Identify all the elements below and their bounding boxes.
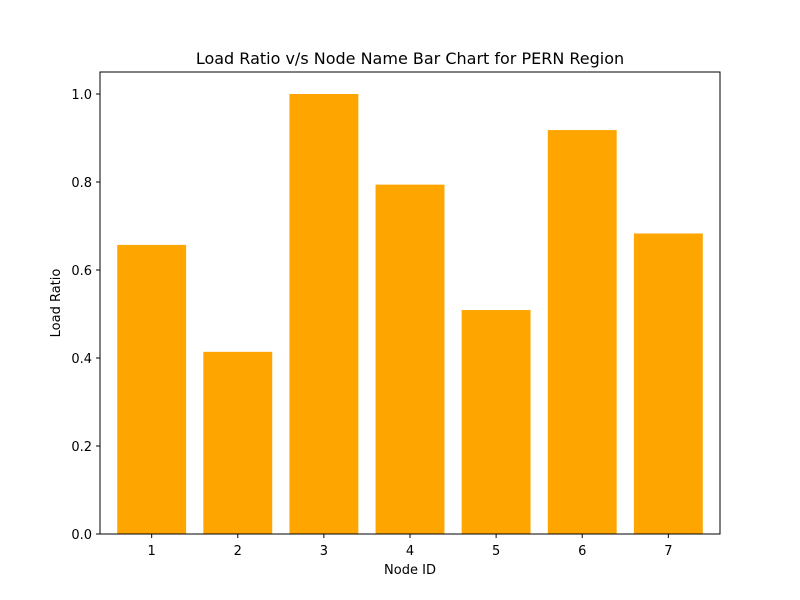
bar-node-7 xyxy=(633,233,703,535)
x-tick-label: 4 xyxy=(406,544,414,559)
chart-title: Load Ratio v/s Node Name Bar Chart for P… xyxy=(196,49,624,68)
x-axis-label: Node ID xyxy=(384,563,436,578)
bars-group xyxy=(117,94,703,535)
y-tick-label: 0.0 xyxy=(71,528,92,543)
bar-node-5 xyxy=(461,310,531,534)
y-tick-label: 0.2 xyxy=(71,440,92,455)
plot-frame xyxy=(99,71,721,535)
y-tick-label: 0.8 xyxy=(71,176,92,191)
x-tick-label: 3 xyxy=(320,544,328,559)
bar-node-2 xyxy=(203,351,273,534)
bar-node-1 xyxy=(117,244,187,535)
bar-node-4 xyxy=(375,184,445,534)
y-axis-label: Load Ratio xyxy=(49,269,64,338)
bar-node-6 xyxy=(547,130,617,534)
x-tick-label: 2 xyxy=(234,544,242,559)
y-axis-ticks: 0.0 0.2 0.4 0.6 0.8 1.0 xyxy=(71,88,100,543)
y-tick-label: 0.4 xyxy=(71,352,92,367)
y-tick-label: 0.6 xyxy=(71,264,92,279)
x-tick-label: 1 xyxy=(148,544,156,559)
x-axis-ticks: 1 2 3 4 5 6 7 xyxy=(148,534,672,559)
y-tick-label: 1.0 xyxy=(71,88,92,103)
x-tick-label: 6 xyxy=(578,544,586,559)
x-tick-label: 7 xyxy=(664,544,672,559)
bar-node-3 xyxy=(289,94,359,534)
x-tick-label: 5 xyxy=(492,544,500,559)
